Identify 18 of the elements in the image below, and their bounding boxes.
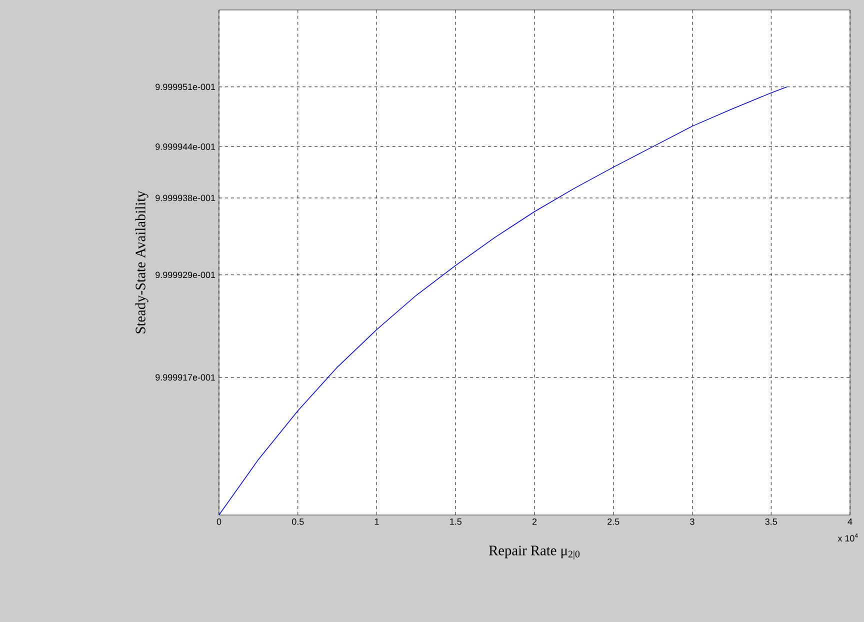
line-series: [219, 86, 788, 515]
y-tick-label: 9.999944e-001: [156, 144, 216, 150]
y-axis-title: Steady-State Availability: [135, 190, 148, 334]
y-tick-label: 9.999938e-001: [156, 194, 216, 202]
x-tick-label: 2: [532, 518, 537, 525]
y-tick-label: 9.999929e-001: [156, 272, 216, 278]
x-tick-label: 0.5: [292, 518, 304, 525]
y-tick-label: 9.999951e-001: [156, 84, 216, 90]
x-tick-label: 3.5: [765, 518, 777, 525]
y-tick-label: 9.999917e-001: [156, 374, 216, 381]
x-tick-label: 0: [216, 518, 222, 525]
x-tick-label: 4: [848, 518, 852, 525]
text: x 10$^{4}$: [838, 534, 858, 542]
x-tick-label: 1: [374, 518, 379, 525]
x-axis-title: Repair Rate μ$_{2|0}$: [488, 546, 580, 560]
x-tick-label: 1.5: [450, 518, 462, 525]
x-tick-label: 2.5: [608, 518, 620, 525]
x-tick-label: 3: [690, 518, 694, 525]
